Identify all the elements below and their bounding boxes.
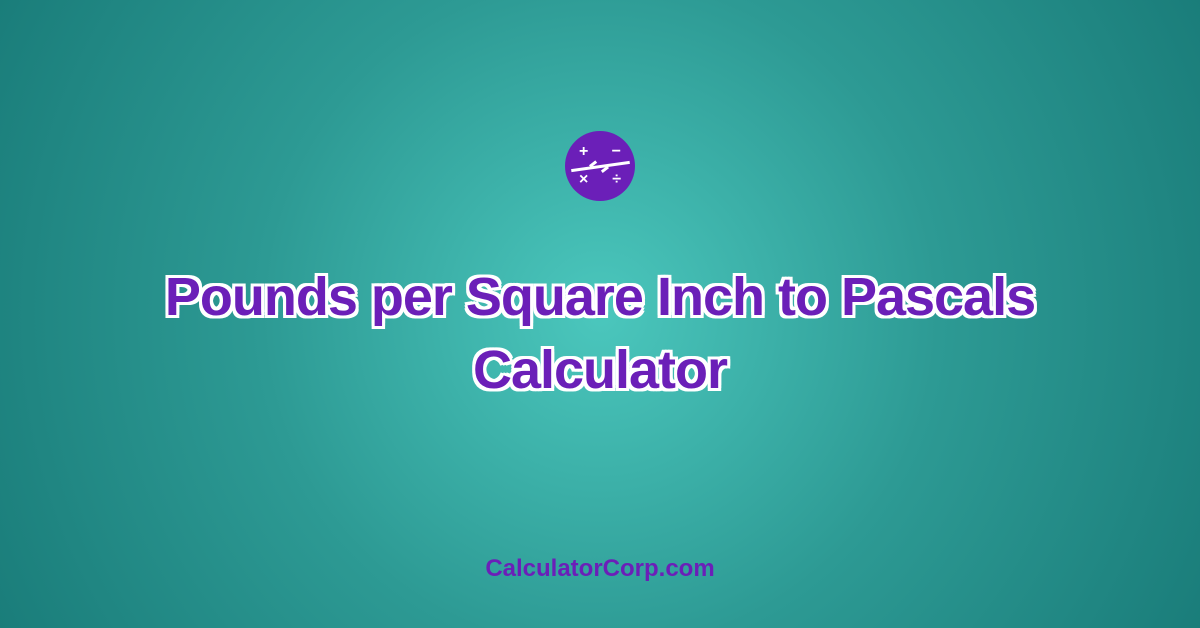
page-title: Pounds per Square Inch to Pascals Calcul…	[0, 261, 1200, 407]
footer-website: CalculatorCorp.com	[485, 555, 714, 583]
times-icon: ×	[579, 171, 588, 189]
minus-icon: −	[612, 143, 621, 161]
zigzag-line-icon	[571, 161, 630, 172]
calculator-math-icon: + − × ÷	[565, 131, 635, 201]
plus-icon: +	[579, 143, 588, 161]
divide-icon: ÷	[612, 171, 621, 189]
math-symbols: + − × ÷	[565, 131, 635, 201]
logo-icon-container: + − × ÷	[565, 131, 635, 201]
